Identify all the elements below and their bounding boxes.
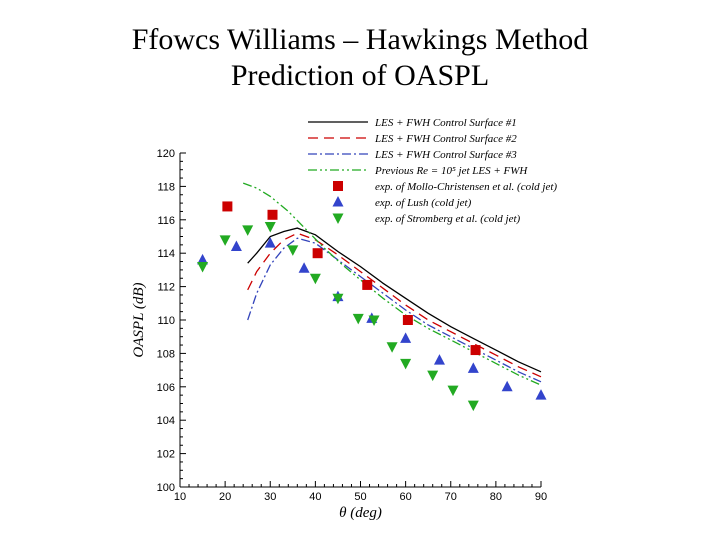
- series-1: [247, 227, 542, 373]
- legend-swatch: [332, 196, 344, 207]
- data-point: [535, 389, 547, 400]
- data-point: [470, 345, 481, 356]
- x-tick-label: 50: [354, 491, 366, 503]
- legend-label: exp. of Lush (cold jet): [375, 197, 472, 209]
- data-point: [197, 253, 209, 265]
- x-tick-label: 40: [309, 491, 321, 503]
- legend-swatch: [333, 181, 343, 191]
- x-tick-label: 80: [490, 491, 502, 503]
- series-line: [247, 232, 542, 378]
- data-point: [264, 237, 276, 248]
- y-tick-label: 108: [157, 348, 175, 360]
- legend-item: LES + FWH Control Surface #3: [308, 149, 517, 161]
- x-tick-label: 10: [174, 491, 186, 503]
- y-tick-label: 120: [157, 148, 175, 160]
- data-point: [467, 400, 479, 412]
- x-axis: 10 20 30 40 50 60 70 80 90: [174, 481, 547, 503]
- legend-label: exp. of Mollo-Christensen et al. (cold j…: [375, 181, 557, 193]
- legend-item: exp. of Stromberg et al. (cold jet): [332, 213, 521, 225]
- legend-swatch: [332, 213, 344, 224]
- data-point: [264, 221, 276, 233]
- legend-item: LES + FWH Control Surface #2: [308, 133, 517, 145]
- y-tick-label: 106: [157, 382, 175, 394]
- legend-item: Previous Re = 10⁵ jet LES + FWH: [308, 165, 528, 177]
- y-tick-label: 102: [157, 449, 175, 461]
- series-2: [247, 232, 542, 378]
- x-axis-label: θ (deg): [339, 505, 382, 521]
- y-tick-label: 112: [157, 282, 175, 294]
- legend-item: exp. of Lush (cold jet): [332, 196, 472, 209]
- x-tick-label: 90: [535, 491, 547, 503]
- series-line: [247, 227, 542, 373]
- y-tick-label: 118: [157, 181, 175, 193]
- data-point: [447, 385, 459, 397]
- series-5: [222, 201, 481, 356]
- series-line: [247, 237, 542, 383]
- data-point: [222, 201, 233, 212]
- legend-label: LES + FWH Control Surface #1: [374, 117, 517, 129]
- series-layer: [197, 182, 547, 412]
- legend-item: exp. of Mollo-Christensen et al. (cold j…: [333, 181, 557, 193]
- data-point: [230, 240, 242, 252]
- legend-label: LES + FWH Control Surface #2: [374, 133, 517, 145]
- y-tick-label: 110: [157, 315, 175, 327]
- data-point: [298, 262, 310, 273]
- data-point: [242, 225, 254, 236]
- data-point: [312, 248, 323, 259]
- series-7: [197, 221, 479, 412]
- data-point: [400, 358, 412, 370]
- legend-label: LES + FWH Control Surface #3: [374, 149, 517, 161]
- data-point: [309, 273, 321, 285]
- series-3: [247, 237, 542, 383]
- y-tick-label: 100: [157, 482, 175, 494]
- legend-label: exp. of Stromberg et al. (cold jet): [375, 213, 521, 225]
- legend: LES + FWH Control Surface #1 LES + FWH Co…: [308, 117, 557, 225]
- data-point: [427, 370, 439, 382]
- x-tick-label: 70: [445, 491, 457, 503]
- y-tick-label: 114: [157, 248, 175, 260]
- title-line-1: Ffowcs Williams – Hawkings Method: [131, 23, 589, 56]
- title-line-2: Prediction of OASPL: [230, 59, 490, 92]
- data-point: [197, 262, 209, 273]
- data-point: [467, 362, 479, 373]
- slide-title: Ffowcs Williams – Hawkings Method Predic…: [0, 22, 720, 94]
- x-tick-label: 30: [264, 491, 276, 503]
- data-point: [433, 354, 445, 365]
- data-point: [386, 342, 398, 353]
- data-point: [400, 332, 412, 343]
- y-tick-label: 116: [157, 215, 175, 227]
- data-point: [402, 315, 413, 325]
- y-axis-label: OASPL (dB): [131, 282, 147, 357]
- y-axis: 100 102 104 106 108 110 112 114 116 118 120: [157, 148, 186, 494]
- data-point: [287, 245, 299, 256]
- x-tick-label: 60: [400, 491, 412, 503]
- data-point: [352, 313, 364, 325]
- legend-label: Previous Re = 10⁵ jet LES + FWH: [374, 165, 528, 177]
- data-point: [362, 279, 373, 290]
- legend-item: LES + FWH Control Surface #1: [308, 117, 517, 129]
- x-tick-label: 20: [219, 491, 231, 503]
- data-point: [219, 235, 231, 246]
- data-point: [368, 315, 380, 326]
- y-tick-label: 104: [157, 415, 175, 427]
- data-point: [267, 209, 278, 220]
- data-point: [332, 293, 344, 305]
- data-point: [501, 380, 513, 392]
